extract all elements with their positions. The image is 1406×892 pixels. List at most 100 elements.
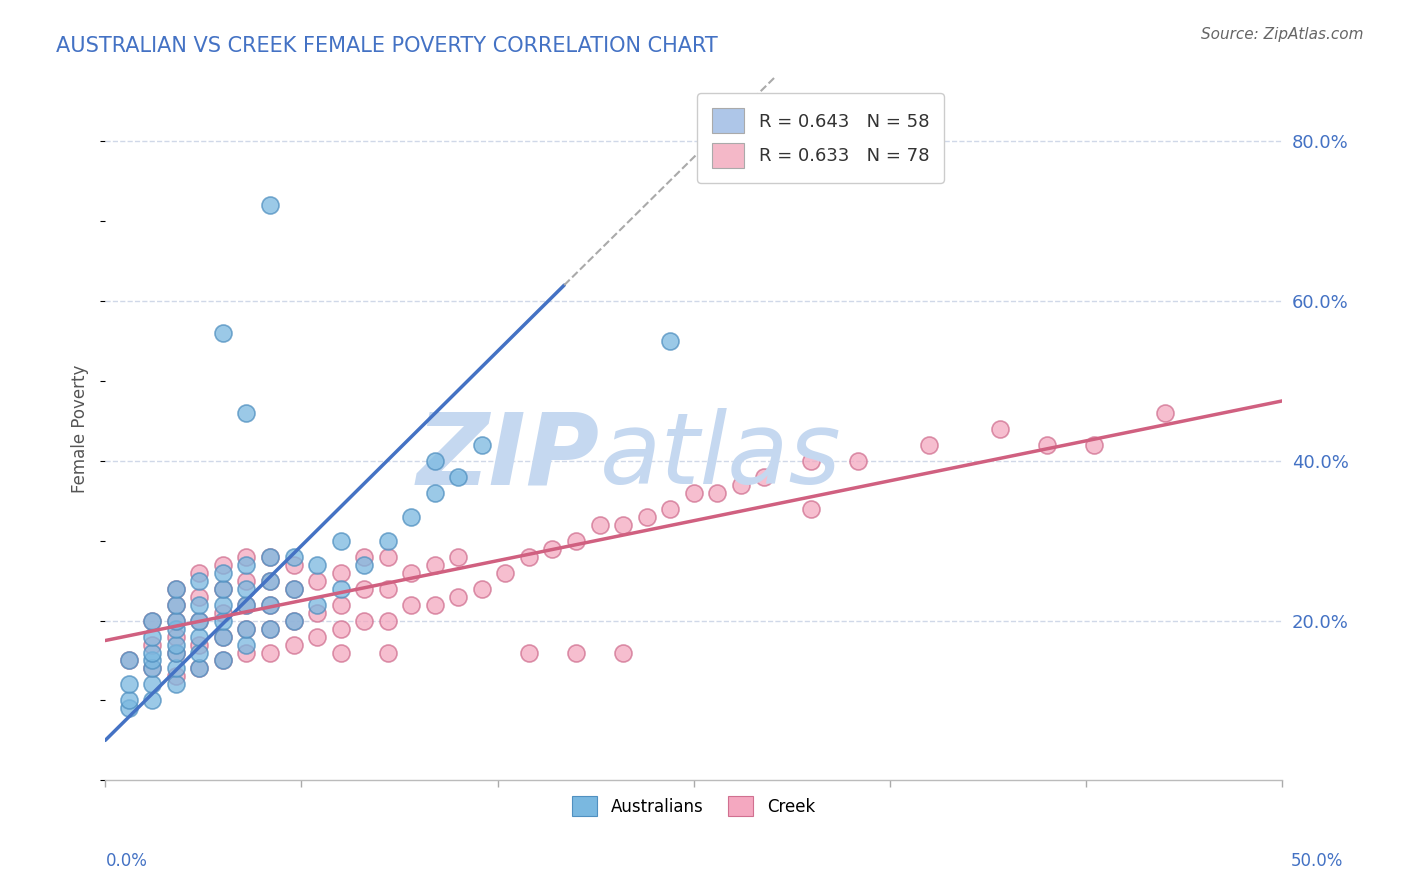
Point (423, 485, 446, 500)
Point (353, 582, 375, 596)
Point (353, 549, 375, 564)
Point (307, 574, 329, 588)
Point (329, 533, 352, 548)
Point (283, 549, 305, 564)
Point (918, 438, 941, 452)
Point (165, 582, 187, 596)
Point (517, 549, 540, 564)
Point (494, 566, 516, 580)
Point (730, 477, 752, 491)
Point (188, 590, 211, 604)
Point (471, 438, 494, 452)
Point (447, 590, 470, 604)
Point (165, 598, 187, 612)
Point (423, 598, 446, 612)
Point (141, 661, 163, 675)
Point (235, 574, 257, 588)
Point (118, 653, 141, 667)
Point (165, 614, 187, 628)
Point (353, 614, 375, 628)
Point (235, 622, 257, 636)
Point (1153, 406, 1175, 420)
Point (399, 598, 422, 612)
Text: 0.0%: 0.0% (105, 852, 148, 870)
Text: Source: ZipAtlas.com: Source: ZipAtlas.com (1201, 27, 1364, 42)
Point (165, 638, 187, 652)
Point (212, 598, 235, 612)
Point (141, 653, 163, 667)
Point (188, 598, 211, 612)
Point (471, 582, 494, 596)
Point (212, 582, 235, 596)
Point (165, 614, 187, 628)
Point (706, 485, 728, 500)
Point (165, 630, 187, 644)
Point (141, 638, 163, 652)
Point (165, 646, 187, 660)
Point (188, 614, 211, 628)
Point (259, 646, 281, 660)
Point (399, 509, 422, 524)
Point (377, 646, 399, 660)
Point (212, 582, 235, 596)
Point (212, 606, 235, 620)
Point (212, 614, 235, 628)
Y-axis label: Female Poverty: Female Poverty (72, 365, 89, 493)
Point (329, 622, 352, 636)
Text: atlas: atlas (599, 409, 841, 506)
Point (141, 614, 163, 628)
Point (235, 582, 257, 596)
Point (118, 677, 141, 691)
Point (259, 549, 281, 564)
Point (141, 693, 163, 707)
Text: ZIP: ZIP (416, 409, 599, 506)
Point (1083, 438, 1105, 452)
Point (259, 622, 281, 636)
Point (259, 622, 281, 636)
Point (307, 606, 329, 620)
Point (447, 549, 470, 564)
Point (423, 454, 446, 468)
Point (612, 517, 634, 532)
Point (188, 638, 211, 652)
Point (141, 614, 163, 628)
Point (588, 517, 610, 532)
Point (259, 574, 281, 588)
Point (307, 558, 329, 572)
Point (659, 501, 682, 516)
Point (329, 598, 352, 612)
Point (259, 549, 281, 564)
Point (259, 198, 281, 212)
Point (165, 661, 187, 675)
Text: 50.0%: 50.0% (1291, 852, 1343, 870)
Point (988, 422, 1011, 436)
Point (165, 582, 187, 596)
Point (212, 566, 235, 580)
Point (659, 334, 682, 348)
Point (118, 653, 141, 667)
Point (307, 630, 329, 644)
Point (283, 582, 305, 596)
Point (377, 614, 399, 628)
Point (283, 614, 305, 628)
Point (329, 646, 352, 660)
Point (423, 558, 446, 572)
Text: AUSTRALIAN VS CREEK FEMALE POVERTY CORRELATION CHART: AUSTRALIAN VS CREEK FEMALE POVERTY CORRE… (56, 36, 718, 55)
Point (235, 549, 257, 564)
Point (259, 598, 281, 612)
Point (188, 574, 211, 588)
Point (259, 598, 281, 612)
Point (329, 566, 352, 580)
Point (541, 541, 564, 556)
Point (329, 582, 352, 596)
Point (1036, 438, 1059, 452)
Point (212, 653, 235, 667)
Point (235, 406, 257, 420)
Point (754, 470, 776, 484)
Point (188, 566, 211, 580)
Point (165, 598, 187, 612)
Point (235, 646, 257, 660)
Point (141, 630, 163, 644)
Point (399, 566, 422, 580)
Point (307, 598, 329, 612)
